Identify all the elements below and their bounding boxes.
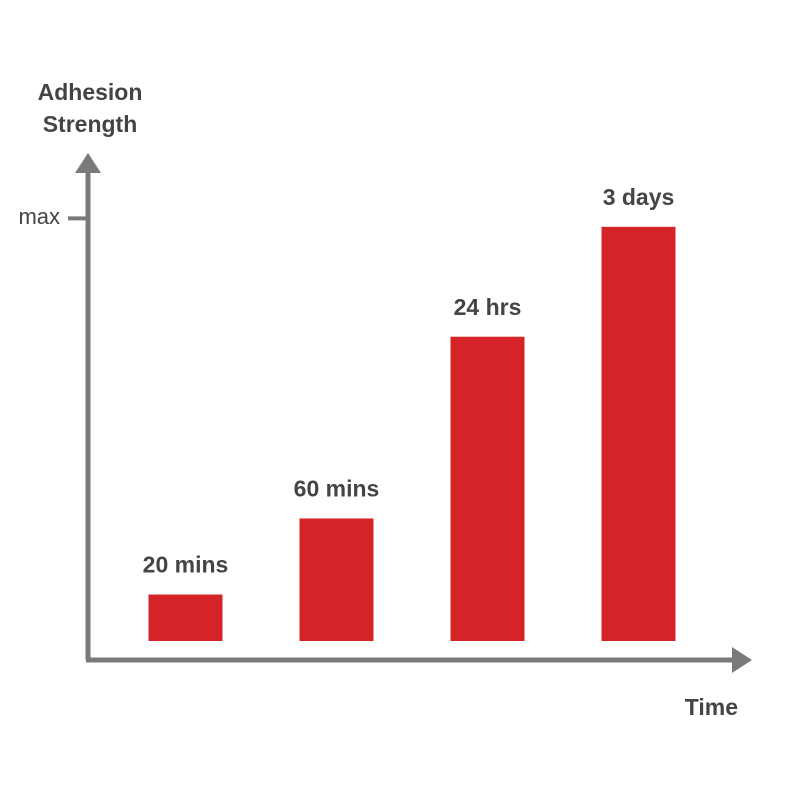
- x-axis-title: Time: [685, 694, 738, 720]
- bar-label: 24 hrs: [454, 294, 522, 320]
- bar-label: 60 mins: [294, 476, 380, 502]
- y-arrow: [75, 153, 101, 173]
- x-arrow: [732, 647, 752, 673]
- y-tick-label: max: [18, 204, 60, 229]
- bar: [450, 336, 525, 641]
- bar: [299, 518, 374, 641]
- bar: [148, 594, 223, 641]
- bar-label: 3 days: [603, 184, 675, 210]
- bar: [601, 226, 676, 641]
- y-axis-title: Adhesion Strength: [37, 79, 143, 137]
- bar-label: 20 mins: [143, 552, 229, 578]
